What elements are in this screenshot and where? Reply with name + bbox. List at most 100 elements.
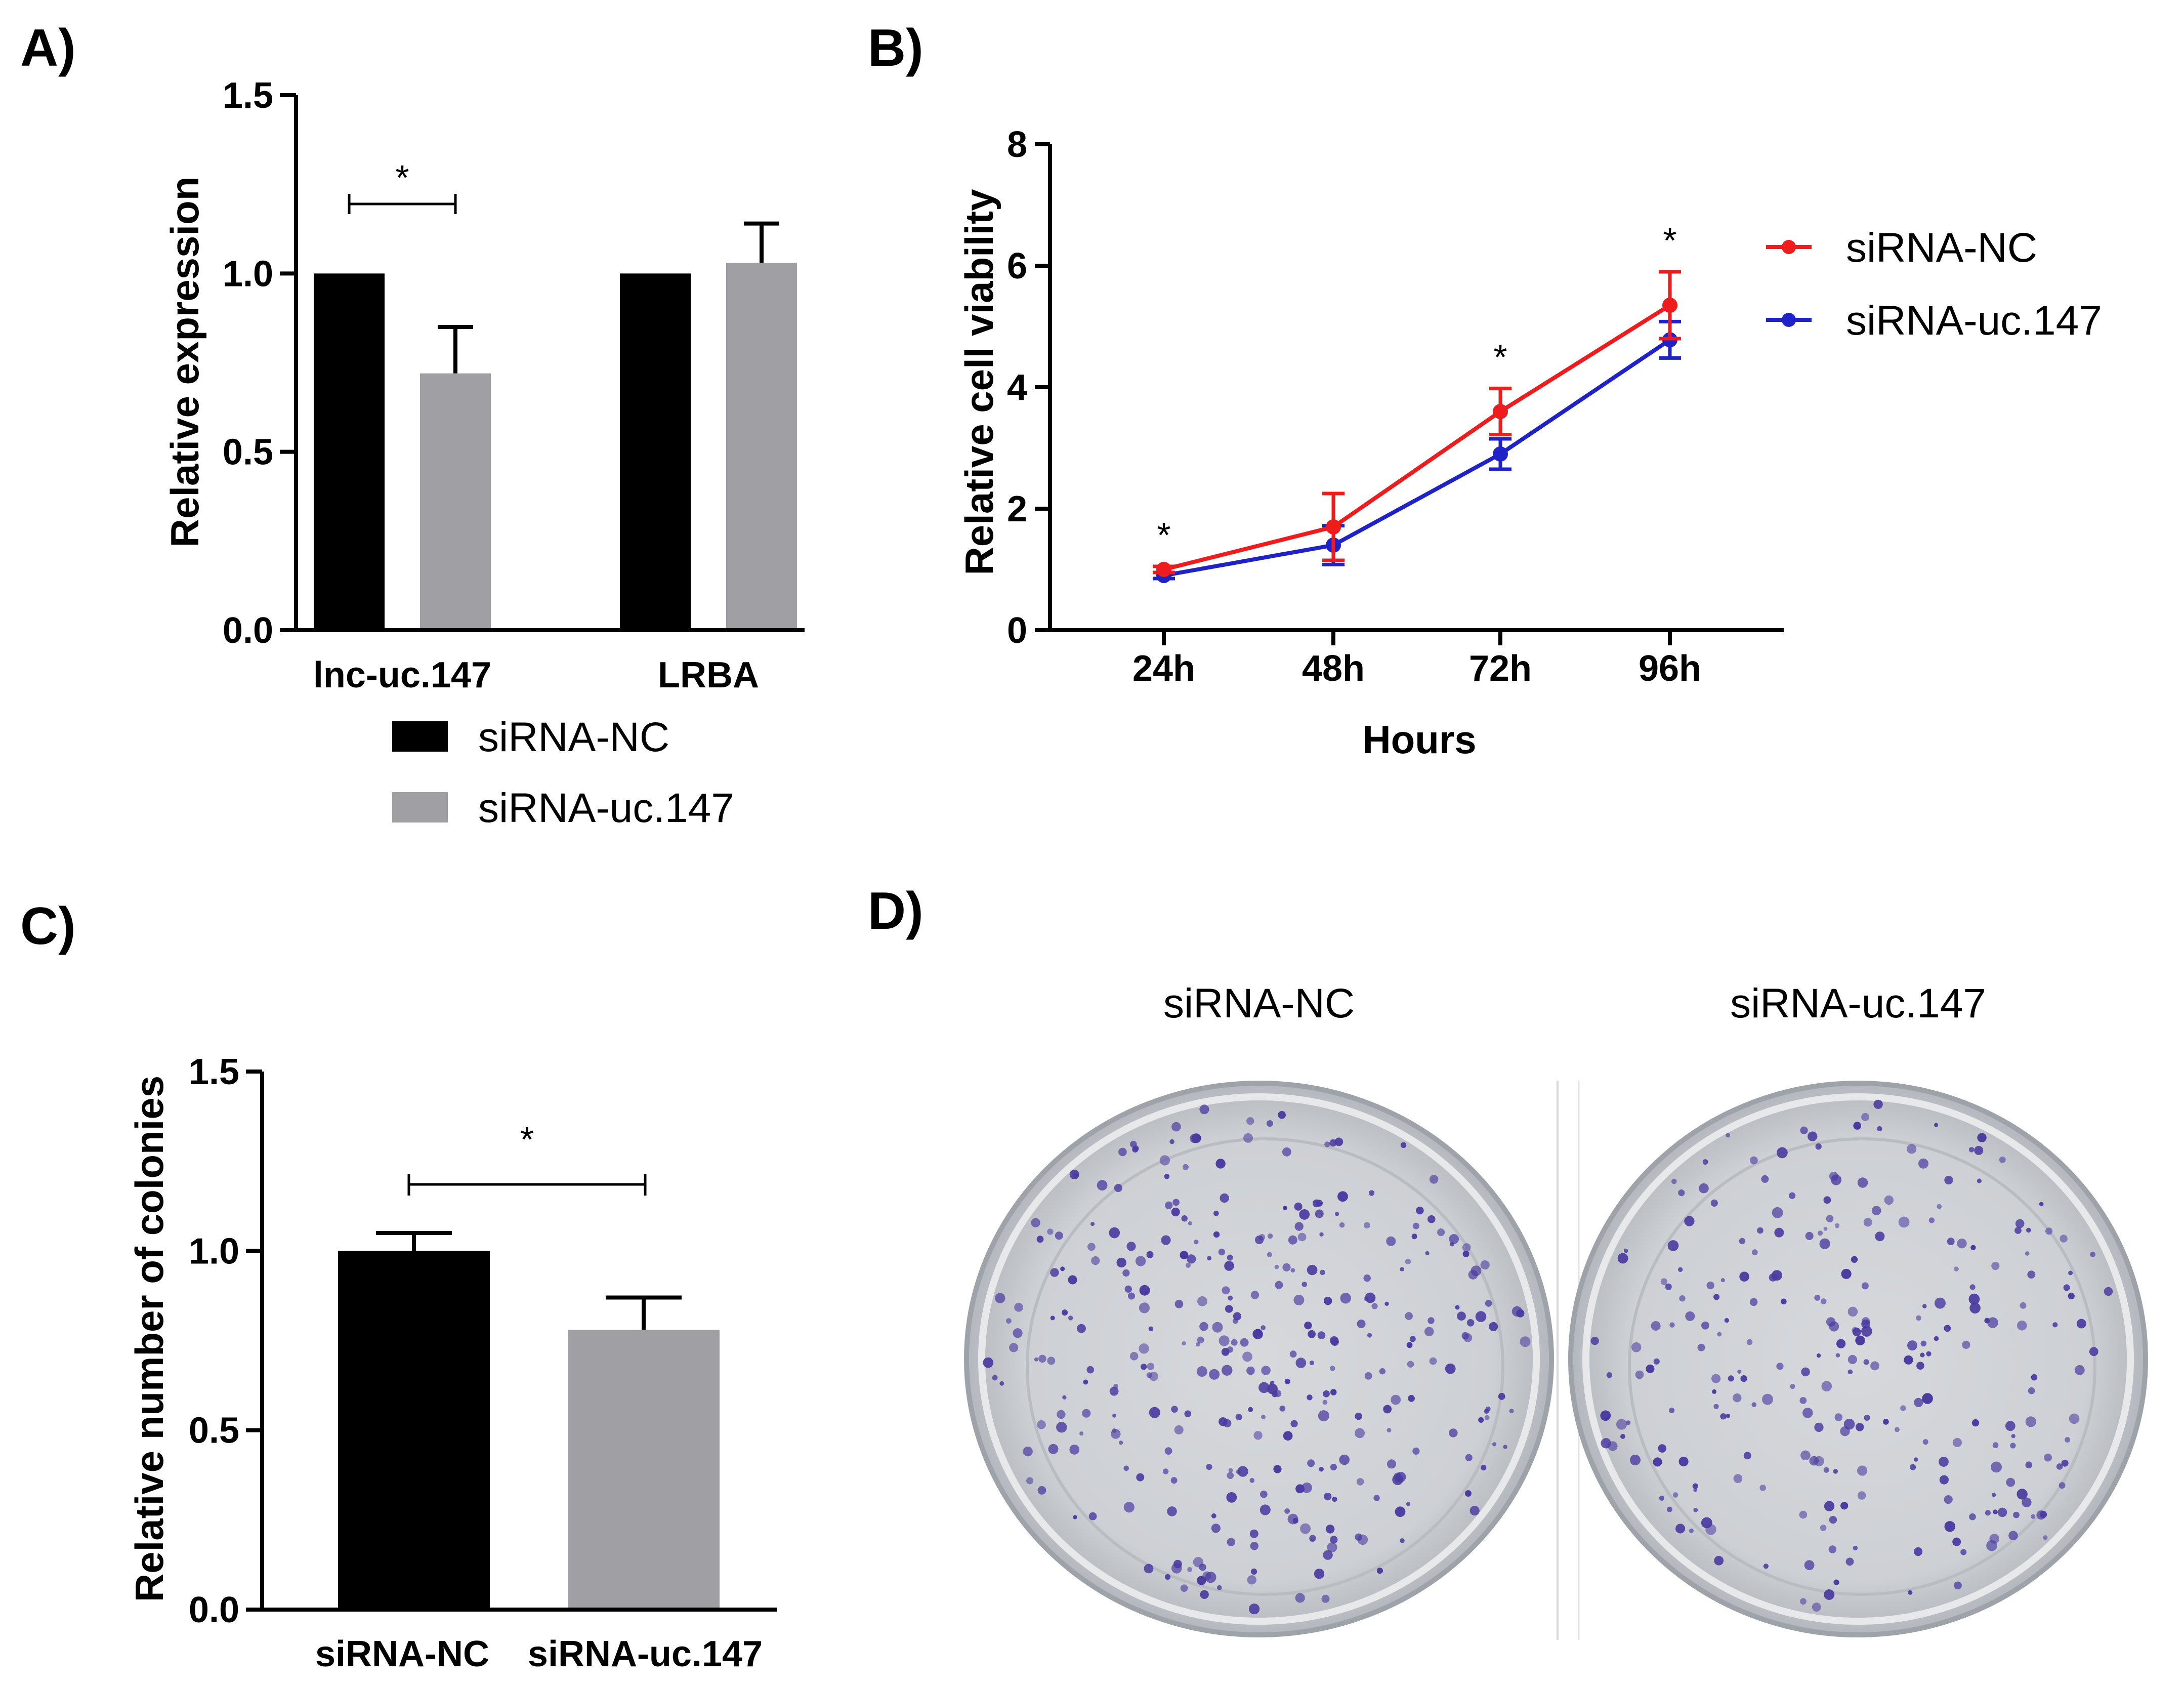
colony-dot bbox=[1752, 1249, 1758, 1255]
colony-dot bbox=[1427, 1317, 1435, 1324]
colony-dot bbox=[1855, 1335, 1865, 1345]
colony-dot bbox=[1322, 1400, 1328, 1405]
colony-dot bbox=[1427, 1215, 1436, 1223]
colony-dot bbox=[1148, 1326, 1154, 1332]
colony-dot bbox=[1498, 1393, 1505, 1400]
panel-b-legend-marker-uc147 bbox=[1782, 313, 1796, 327]
colony-dot bbox=[1685, 1311, 1695, 1321]
colony-dot bbox=[1275, 1281, 1283, 1289]
colony-dot bbox=[1228, 1468, 1233, 1473]
colony-dot bbox=[1749, 1298, 1758, 1306]
colony-dot bbox=[2011, 1434, 2015, 1439]
colony-dot bbox=[1181, 1215, 1188, 1222]
colony-dot bbox=[1620, 1434, 1625, 1439]
panel-b-legend-nc: siRNA-NC bbox=[1846, 225, 2037, 271]
colony-dot bbox=[1060, 1266, 1065, 1271]
colony-dot bbox=[1405, 1258, 1411, 1264]
colony-dot bbox=[1857, 1491, 1866, 1500]
colony-dot bbox=[1492, 1442, 1497, 1447]
colony-dot bbox=[1977, 1178, 1982, 1183]
colony-dot bbox=[1006, 1318, 1012, 1324]
colony-dot bbox=[1884, 1195, 1894, 1205]
colony-dot bbox=[1227, 1346, 1234, 1353]
colony-dot bbox=[1139, 1285, 1150, 1296]
colony-dot bbox=[1304, 1322, 1312, 1330]
colony-dot bbox=[1944, 1175, 1953, 1185]
colony-dot bbox=[1227, 1472, 1234, 1479]
colony-dot bbox=[1355, 1428, 1365, 1439]
colony-dot bbox=[1710, 1199, 1718, 1207]
colony-dot bbox=[1606, 1372, 1612, 1378]
colony-dot bbox=[1258, 1382, 1270, 1393]
colony-dot bbox=[1330, 1336, 1339, 1345]
colony-dot bbox=[2014, 1227, 2022, 1234]
colony-dot bbox=[1600, 1410, 1611, 1421]
colony-dot bbox=[1323, 1550, 1333, 1560]
colony-dot bbox=[1141, 1364, 1147, 1370]
colony-dot bbox=[1294, 1222, 1304, 1231]
colony-dot bbox=[1805, 1231, 1814, 1240]
panel-a-ytick-label: 1.0 bbox=[223, 254, 273, 294]
panel-c-category-label: siRNA-NC bbox=[315, 1634, 489, 1674]
colony-dot bbox=[1323, 1390, 1330, 1398]
colony-dot bbox=[1761, 1175, 1769, 1183]
colony-dot bbox=[1776, 1363, 1784, 1370]
colony-dot bbox=[1481, 1464, 1487, 1471]
colony-dot bbox=[1814, 1456, 1824, 1466]
panel-b-ytick-label: 4 bbox=[1007, 367, 1027, 408]
colony-dot bbox=[1113, 1384, 1119, 1389]
panel-c-ytick-label: 0.5 bbox=[189, 1411, 239, 1451]
colony-dot bbox=[1211, 1513, 1216, 1518]
colony-dot bbox=[1119, 1441, 1123, 1445]
colony-dot bbox=[1290, 1420, 1298, 1427]
colony-dot bbox=[1325, 1525, 1335, 1534]
colony-dot bbox=[1635, 1370, 1644, 1379]
colony-dot bbox=[1952, 1537, 1961, 1546]
colony-dot bbox=[995, 1293, 1005, 1303]
panel-b: B) 0 2 4 6 8 Relative cell viability 24h 48h 7… bbox=[868, 19, 2102, 762]
colony-dot bbox=[1357, 1320, 1366, 1328]
colony-dot bbox=[1290, 1268, 1295, 1273]
colony-dot bbox=[1801, 1367, 1810, 1377]
colony-dot bbox=[1412, 1222, 1419, 1229]
colony-dot bbox=[1169, 1139, 1174, 1144]
colony-dot bbox=[1853, 1122, 1861, 1130]
colony-dot bbox=[1954, 1581, 1962, 1590]
panel-b-label: B) bbox=[868, 19, 923, 77]
colony-dot bbox=[1278, 1111, 1286, 1119]
panel-b-legend-uc147: siRNA-uc.147 bbox=[1846, 298, 2102, 344]
panel-c-label: C) bbox=[20, 897, 76, 956]
colony-dot bbox=[1724, 1318, 1729, 1323]
colony-dot bbox=[2052, 1322, 2058, 1328]
colony-dot bbox=[1980, 1136, 1984, 1141]
colony-dot bbox=[1191, 1133, 1201, 1143]
colony-dot bbox=[1845, 1557, 1854, 1566]
colony-dot bbox=[1299, 1209, 1310, 1220]
colony-dot bbox=[1395, 1477, 1400, 1483]
colony-dot bbox=[1231, 1339, 1238, 1346]
colony-dot bbox=[1283, 1431, 1293, 1441]
colony-dot bbox=[1437, 1228, 1445, 1237]
colony-dot bbox=[1196, 1366, 1207, 1377]
colony-dot bbox=[1050, 1268, 1059, 1277]
colony-dot bbox=[1762, 1393, 1773, 1405]
colony-dot bbox=[1820, 1525, 1827, 1531]
colony-dot bbox=[1826, 1215, 1834, 1222]
colony-dot bbox=[1861, 1326, 1872, 1337]
colony-dot bbox=[1616, 1419, 1627, 1430]
colony-dot bbox=[1692, 1483, 1698, 1489]
colony-dot bbox=[2060, 1235, 2068, 1243]
colony-dot bbox=[1750, 1156, 1758, 1165]
colony-dot bbox=[1387, 1428, 1392, 1433]
colony-dot bbox=[1213, 1231, 1220, 1238]
colony-dot bbox=[1969, 1284, 1976, 1290]
colony-dot bbox=[1646, 1364, 1655, 1373]
panel-c-ytick-label: 0.0 bbox=[189, 1590, 239, 1630]
colony-dot bbox=[1114, 1183, 1122, 1193]
colony-dot bbox=[1455, 1305, 1460, 1310]
colony-dot bbox=[2015, 1219, 2025, 1228]
colony-dot bbox=[1317, 1331, 1326, 1339]
colony-dot bbox=[1133, 1145, 1139, 1152]
panel-b-sig-star: * bbox=[1493, 337, 1507, 377]
colony-dot bbox=[1821, 1381, 1832, 1391]
